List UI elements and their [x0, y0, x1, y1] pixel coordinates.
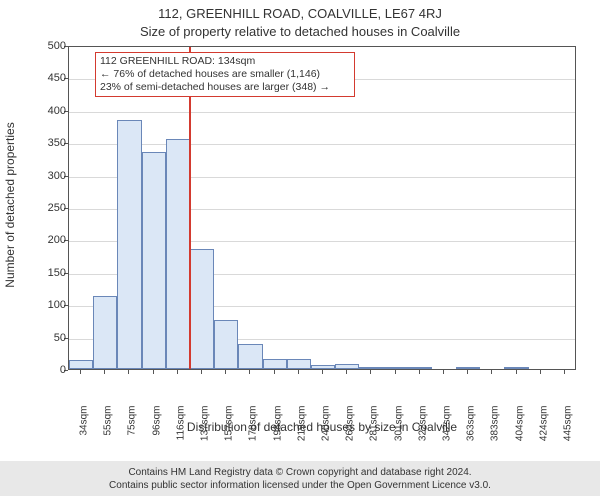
histogram-bar	[142, 152, 166, 369]
y-tick-label: 300	[36, 170, 66, 182]
x-tick-mark	[104, 370, 105, 374]
x-tick-mark	[370, 370, 371, 374]
annotation-line: ← 76% of detached houses are smaller (1,…	[100, 68, 350, 81]
x-tick-mark	[80, 370, 81, 374]
histogram-bar	[166, 139, 190, 369]
histogram-bar	[504, 367, 528, 369]
y-axis-label: Number of detached properties	[3, 122, 17, 287]
chart-subtitle: Size of property relative to detached ho…	[0, 24, 600, 39]
footer-line: Contains HM Land Registry data © Crown c…	[0, 467, 600, 480]
footer-line: Contains public sector information licen…	[0, 480, 600, 493]
x-tick-mark	[467, 370, 468, 374]
histogram-bar	[93, 296, 117, 369]
x-tick-mark	[346, 370, 347, 374]
x-tick-mark	[443, 370, 444, 374]
x-tick-mark	[395, 370, 396, 374]
x-tick-mark	[128, 370, 129, 374]
y-tick-label: 350	[36, 137, 66, 149]
x-tick-mark	[201, 370, 202, 374]
x-tick-mark	[153, 370, 154, 374]
annotation-box: 112 GREENHILL ROAD: 134sqm ← 76% of deta…	[95, 52, 355, 97]
y-tick-label: 250	[36, 202, 66, 214]
y-tick-label: 150	[36, 267, 66, 279]
x-tick-mark	[177, 370, 178, 374]
x-tick-mark	[274, 370, 275, 374]
y-tick-label: 0	[36, 364, 66, 376]
histogram-bar	[238, 344, 262, 369]
x-tick-mark	[298, 370, 299, 374]
x-tick-mark	[225, 370, 226, 374]
histogram-bar	[359, 367, 383, 369]
histogram-bar	[335, 364, 359, 369]
annotation-line: 23% of semi-detached houses are larger (…	[100, 81, 350, 94]
x-tick-mark	[564, 370, 565, 374]
histogram-bar	[214, 320, 238, 369]
chart-title: 112, GREENHILL ROAD, COALVILLE, LE67 4RJ	[0, 6, 600, 21]
histogram-bar	[117, 120, 141, 369]
y-tick-label: 450	[36, 72, 66, 84]
footer: Contains HM Land Registry data © Crown c…	[0, 461, 600, 496]
histogram-bar	[190, 249, 214, 369]
y-tick-label: 400	[36, 105, 66, 117]
x-tick-mark	[419, 370, 420, 374]
x-tick-mark	[491, 370, 492, 374]
histogram-bar	[408, 367, 432, 369]
histogram-bar	[69, 360, 93, 369]
annotation-line: 112 GREENHILL ROAD: 134sqm	[100, 55, 350, 68]
y-tick-label: 500	[36, 40, 66, 52]
histogram-bar	[383, 367, 407, 369]
x-tick-mark	[540, 370, 541, 374]
gridline	[69, 112, 575, 113]
histogram-bar	[263, 359, 287, 369]
gridline	[69, 144, 575, 145]
y-tick-label: 100	[36, 299, 66, 311]
x-axis-label: Distribution of detached houses by size …	[68, 420, 576, 434]
histogram-bar	[311, 365, 335, 369]
x-tick-mark	[249, 370, 250, 374]
x-tick-mark	[516, 370, 517, 374]
histogram-bar	[456, 367, 480, 369]
y-tick-label: 200	[36, 234, 66, 246]
y-tick-label: 50	[36, 332, 66, 344]
x-tick-mark	[322, 370, 323, 374]
histogram-bar	[287, 359, 311, 369]
